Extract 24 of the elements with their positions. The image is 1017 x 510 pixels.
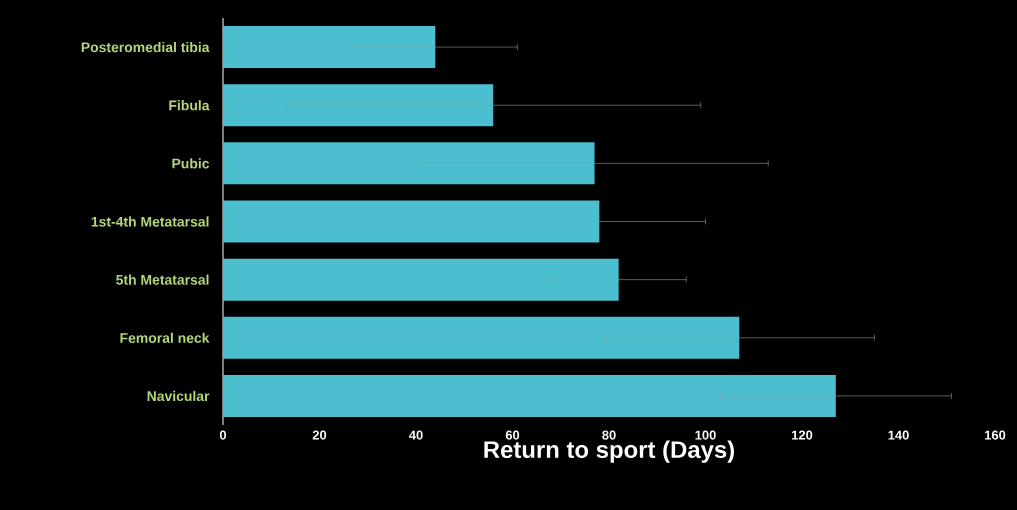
y-tick-label: 5th Metatarsal [116,274,209,285]
bar [223,258,619,301]
x-tick-label: 140 [888,430,909,440]
y-tick-label: Posteromedial tibia [81,41,210,53]
bar [223,200,600,243]
x-tick-label: 100 [695,430,716,440]
x-tick-label: 60 [505,430,520,440]
x-tick-label: 160 [985,430,1006,440]
x-tick-label: 40 [409,430,423,440]
bar [223,84,494,127]
x-tick-label: 0 [219,430,227,440]
bar [223,316,740,359]
x-axis-title: Return to sport (Days) [484,440,734,463]
y-tick-label: Femoral neck [120,332,210,343]
y-tick-label: 1st-4th Metatarsal [91,216,209,227]
y-tick-label: Fibula [169,100,210,111]
x-tick-label: 80 [602,430,616,440]
bar [223,26,436,69]
y-tick-label: Pubic [172,158,210,169]
x-tick-label: 20 [312,430,327,440]
x-tick-label: 120 [792,430,813,440]
y-tick-label: Navicular [147,390,210,402]
bar [223,374,836,417]
bar [223,142,595,185]
